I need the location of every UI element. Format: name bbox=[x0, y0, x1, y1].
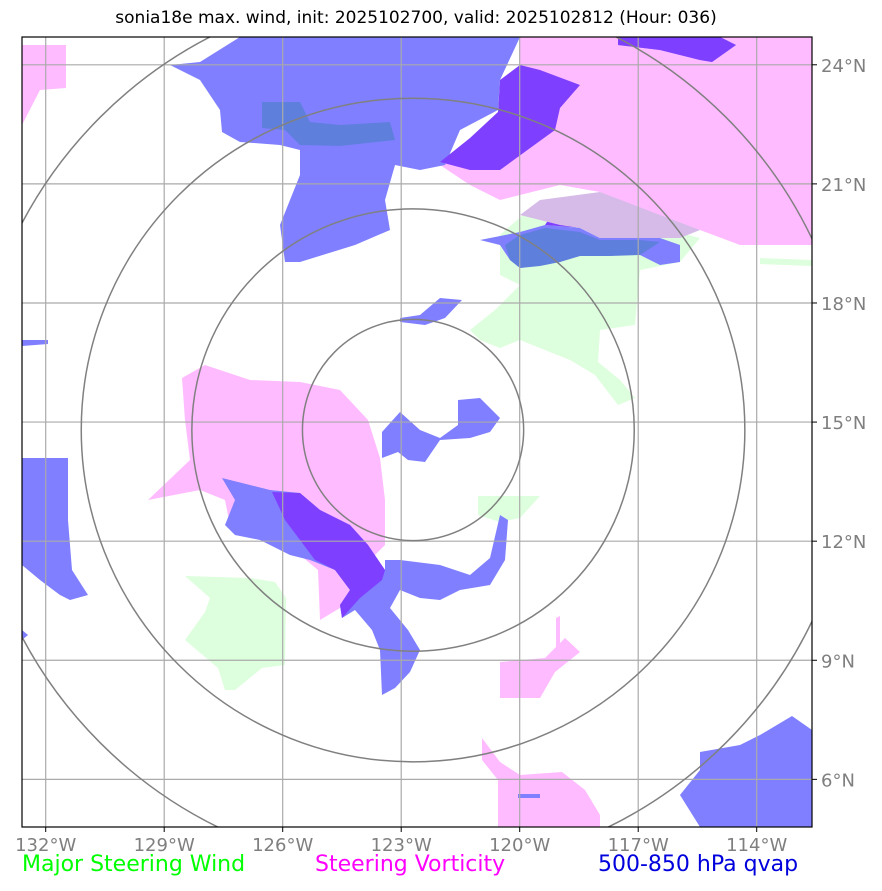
overlap-vorticity-qvap-swirl bbox=[272, 492, 385, 618]
legend-qvap: 500-850 hPa qvap bbox=[598, 852, 799, 877]
field-layer bbox=[22, 37, 812, 827]
lat-tick-label: 24°N bbox=[821, 56, 866, 77]
vorticity-region-southmost bbox=[482, 738, 600, 827]
legend-steering-wind: Major Steering Wind bbox=[22, 852, 246, 877]
lat-tick-label: 18°N bbox=[821, 294, 866, 315]
axis-ticks: 132°W 129°W 126°W 123°W 120°W 117°W 114°W 24°N 2… bbox=[15, 56, 866, 856]
plot-frame bbox=[21, 36, 813, 828]
lon-tick-label: 129°W bbox=[134, 835, 195, 856]
range-ring bbox=[80, 97, 746, 763]
legend-steering-vorticity: Steering Vorticity bbox=[315, 852, 506, 877]
overlap-qvap-north-strip bbox=[262, 102, 395, 146]
wind-region-southwest bbox=[185, 576, 286, 690]
lon-tick-label: 114°W bbox=[726, 835, 787, 856]
overlap-regions bbox=[262, 37, 736, 618]
qvap-region-west-dot bbox=[22, 630, 28, 640]
lon-tick-label: 117°W bbox=[608, 835, 669, 856]
lat-tick-label: 6°N bbox=[821, 770, 855, 791]
overlap-vorticity-qvap-ne-top bbox=[618, 37, 736, 62]
qvap-region-small bbox=[400, 298, 462, 325]
lat-tick-label: 12°N bbox=[821, 532, 866, 553]
range-rings bbox=[22, 37, 812, 827]
vorticity-region-south-strip bbox=[556, 616, 560, 650]
qvap-region-south-sliver bbox=[518, 794, 540, 798]
lon-tick-label: 120°W bbox=[489, 835, 550, 856]
range-ring bbox=[191, 208, 635, 652]
lat-tick-label: 9°N bbox=[821, 651, 855, 672]
range-ring bbox=[301, 318, 525, 542]
qvap-region-center bbox=[382, 398, 500, 462]
qvap-region-west bbox=[22, 458, 88, 600]
overlap-wind-vorticity bbox=[520, 192, 700, 238]
lon-tick-label: 132°W bbox=[15, 835, 76, 856]
qvap-region-southeast bbox=[680, 716, 812, 827]
lon-tick-label: 126°W bbox=[252, 835, 313, 856]
lon-tick-label: 123°W bbox=[371, 835, 432, 856]
qvap-region-north bbox=[170, 37, 520, 262]
overlap-vorticity-qvap-north bbox=[440, 65, 580, 170]
lat-tick-label: 21°N bbox=[821, 175, 866, 196]
wind-region-mid bbox=[478, 496, 540, 522]
wind-region-east-strip bbox=[760, 258, 812, 266]
qvap-region-west-sliver bbox=[22, 340, 48, 346]
map-title: sonia18e max. wind, init: 2025102700, va… bbox=[115, 8, 717, 28]
overlap-wind-qvap bbox=[505, 228, 660, 268]
lat-tick-label: 15°N bbox=[821, 413, 866, 434]
